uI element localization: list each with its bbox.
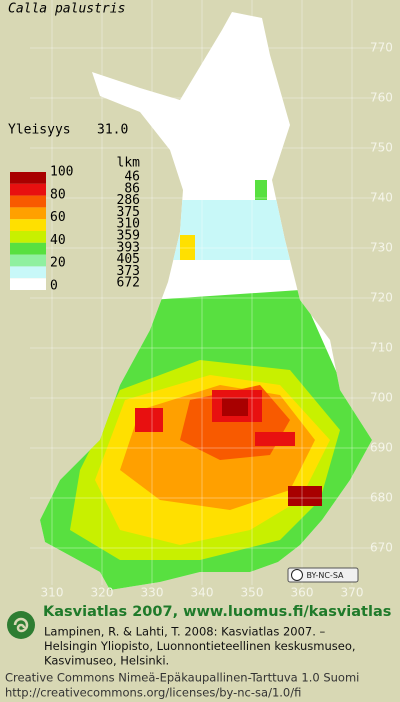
badge-text: BY-NC-SA [306, 571, 344, 580]
northing-label: 680 [370, 491, 393, 505]
distribution [40, 180, 372, 590]
cells [255, 432, 295, 446]
legend-swatch [10, 207, 46, 220]
cells [222, 398, 248, 416]
northing-label: 690 [370, 441, 393, 455]
cells [288, 486, 322, 506]
grid [30, 0, 385, 585]
legend-swatch [10, 266, 46, 279]
legend-swatch [10, 183, 46, 196]
footer: Lampinen, R. & Lahti, T. 2008: Kasviatla… [5, 625, 359, 700]
northing-label: 770 [370, 41, 393, 55]
northing-label: 740 [370, 191, 393, 205]
legend-header: lkm [117, 156, 141, 171]
legend-count: 359 [117, 229, 140, 244]
legend-count: 672 [117, 276, 140, 291]
legend-swatch [10, 172, 46, 184]
citation-line: Helsingin Yliopisto, Luonnontieteellinen… [44, 639, 356, 653]
easting-label: 340 [191, 586, 214, 600]
northing-label: 720 [370, 291, 393, 305]
legend-count: 46 [124, 170, 140, 185]
legend-scale: 60 [50, 210, 66, 225]
easting-label: 350 [241, 586, 264, 600]
frequency-label: Yleisyys [8, 123, 71, 138]
license-line: Creative Commons Nimeä-Epäkaupallinen-Ta… [5, 671, 359, 685]
northing-label: 700 [370, 391, 393, 405]
northing-label: 730 [370, 241, 393, 255]
species-title: Calla palustris [8, 2, 125, 17]
footer-heading: Kasviatlas 2007, www.luomus.fi/kasviatla… [43, 604, 391, 620]
easting-label: 330 [141, 586, 164, 600]
legend-count: 375 [117, 205, 140, 220]
legend-swatch [10, 219, 46, 231]
cells [135, 408, 163, 432]
legend-count: 393 [117, 240, 140, 255]
cells [180, 235, 195, 260]
legend-count: 286 [117, 193, 140, 208]
legend-scale: 40 [50, 233, 66, 248]
axes: 770 760 750 740 730 720 710 700 690 680 670 310 320 3… [41, 41, 393, 600]
logo-swirl [13, 617, 29, 633]
legend-scale: 100 [50, 165, 73, 180]
legend-swatch [10, 278, 46, 290]
easting-label: 370 [341, 586, 364, 600]
citation-line: Kasvimuseo, Helsinki. [44, 654, 169, 668]
license-badge: BY-NC-SA [287, 567, 359, 583]
legend-scale: 20 [50, 256, 66, 271]
license-line: http://creativecommons.org/licenses/by-n… [5, 686, 301, 700]
northing-label: 670 [370, 541, 393, 555]
legend-count: 86 [124, 181, 140, 196]
northing-label: 760 [370, 91, 393, 105]
northing-label: 750 [370, 141, 393, 155]
legend-swatch [10, 195, 46, 208]
legend-scale: 0 [50, 279, 58, 294]
easting-label: 310 [41, 586, 64, 600]
easting-label: 320 [91, 586, 114, 600]
legend-swatch [10, 254, 46, 267]
northing-label: 710 [370, 341, 393, 355]
citation-line: Lampinen, R. & Lahti, T. 2008: Kasviatla… [44, 625, 326, 639]
easting-label: 360 [291, 586, 314, 600]
frequency-value: 31.0 [97, 123, 128, 138]
legend-count: 405 [117, 252, 140, 267]
legend-swatch [10, 231, 46, 243]
legend-scale: 80 [50, 187, 66, 202]
cells [255, 180, 267, 200]
badge-frame [287, 567, 359, 583]
map [30, 0, 385, 590]
legend-swatch [10, 242, 46, 255]
logo [7, 611, 35, 639]
legend-count: 373 [117, 264, 140, 279]
legend-count: 310 [117, 217, 140, 232]
cc-icon [291, 569, 303, 581]
